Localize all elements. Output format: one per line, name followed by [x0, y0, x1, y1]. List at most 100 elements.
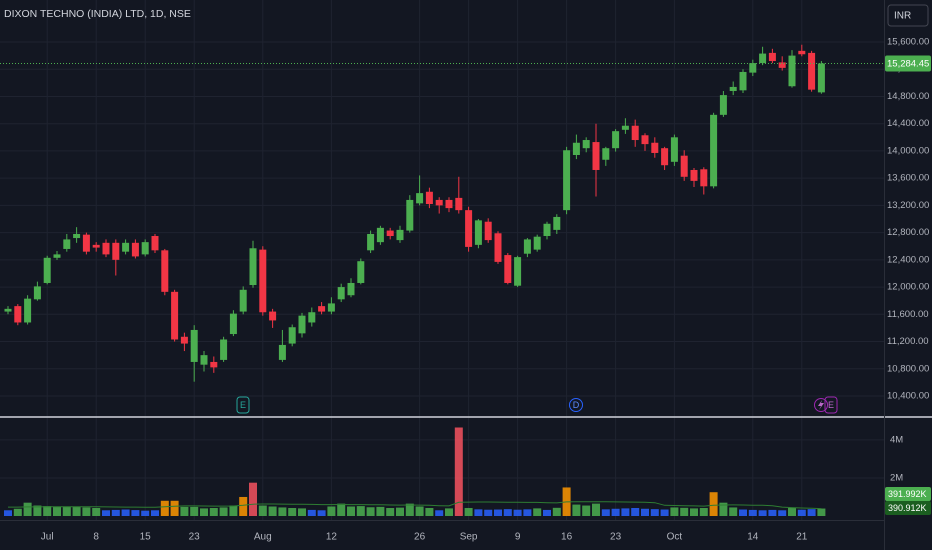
candle-body — [386, 230, 394, 237]
volume-bar — [758, 510, 767, 516]
candle-body — [367, 233, 375, 251]
last-value-box — [885, 487, 931, 501]
volume-bar — [327, 506, 336, 516]
y-tick-label: 13,200.00 — [887, 200, 929, 211]
candle-body — [768, 52, 776, 62]
y-tick-label: 14,800.00 — [887, 91, 929, 102]
candle-body — [53, 254, 61, 258]
candle-body — [73, 233, 81, 239]
volume-bar — [611, 508, 620, 516]
event-label[interactable]: E — [828, 400, 834, 410]
y-tick-label: 14,000.00 — [887, 145, 929, 156]
candle-body — [759, 53, 767, 64]
x-tick-label: Jul — [41, 532, 54, 543]
volume-bar — [72, 506, 81, 516]
candle-body — [151, 236, 159, 251]
candle-body — [514, 257, 522, 286]
candle-body — [425, 191, 433, 205]
candle-body — [200, 355, 208, 365]
volume-bar — [209, 508, 218, 516]
volume-bar — [494, 509, 502, 516]
candle-body — [63, 239, 71, 249]
candle-body — [808, 52, 816, 90]
chart-title: DIXON TECHNO (INDIA) LTD, 1D, NSE — [4, 8, 191, 20]
volume-bar — [92, 508, 101, 516]
volume-bar — [503, 509, 512, 516]
event-badge[interactable] — [236, 396, 250, 414]
candle-body — [749, 63, 757, 73]
volume-bar — [200, 508, 208, 516]
volume-bar — [641, 508, 649, 516]
candle-body — [455, 197, 463, 211]
x-tick-label: 8 — [93, 532, 99, 543]
volume-bar — [82, 507, 91, 516]
volume-bar — [680, 507, 689, 516]
candle-body — [729, 86, 737, 92]
x-tick-label: 23 — [189, 532, 201, 543]
x-tick-label: 9 — [515, 532, 521, 543]
candle-body — [690, 169, 698, 181]
volume-bar — [53, 506, 61, 516]
volume-bar — [739, 509, 747, 516]
event-label[interactable]: D — [573, 400, 580, 410]
volume-bar — [239, 496, 248, 516]
x-tick-label: Aug — [254, 532, 272, 543]
candle-body — [602, 148, 610, 160]
event-badge[interactable] — [814, 398, 828, 412]
candle-body — [4, 308, 12, 312]
volume-bar — [601, 509, 610, 516]
candle-body — [190, 329, 198, 362]
x-tick-label: Oct — [667, 532, 683, 543]
candle-body — [670, 137, 678, 162]
candle-body — [523, 239, 531, 254]
candle-body — [298, 315, 306, 334]
volume-bar — [102, 510, 110, 516]
candle-body — [239, 289, 247, 312]
volume-bar — [356, 506, 365, 516]
candle-body — [376, 227, 384, 243]
y-tick-label: 15,600.00 — [887, 37, 929, 48]
last-price-box — [885, 55, 931, 72]
candle-body — [318, 306, 326, 312]
currency-label[interactable]: INR — [894, 11, 911, 22]
last-value-box — [885, 501, 931, 515]
y-tick-label: 11,200.00 — [887, 336, 929, 347]
candle-body — [24, 298, 32, 323]
currency-button[interactable] — [887, 4, 929, 27]
y-tick-label: 11,600.00 — [887, 309, 929, 320]
candle-body — [484, 221, 492, 241]
last-price-label: 15,284.45 — [887, 58, 929, 69]
volume-bar — [278, 507, 287, 516]
volume-bar — [33, 505, 42, 516]
candle-body — [710, 114, 718, 187]
y-tick-label: 2M — [890, 472, 903, 483]
y-tick-label: 13,600.00 — [887, 173, 929, 184]
volume-bar — [307, 509, 316, 516]
candle-body — [700, 169, 708, 187]
y-tick-label: 14,400.00 — [887, 118, 929, 129]
event-badge[interactable] — [824, 396, 838, 414]
candle-body — [435, 199, 443, 206]
volume-bar — [748, 509, 757, 516]
volume-bar — [797, 509, 806, 516]
event-badge[interactable] — [569, 398, 583, 412]
volume-bar — [660, 509, 669, 516]
event-label[interactable]: E — [240, 400, 246, 410]
volume-bar — [405, 503, 414, 516]
volume-bar — [298, 508, 306, 516]
volume-bar — [435, 510, 444, 516]
volume-bar — [121, 509, 130, 516]
volume-bar — [386, 508, 395, 516]
volume-bar — [709, 492, 718, 516]
volume-bar — [366, 507, 375, 516]
x-tick-label: 14 — [747, 532, 759, 543]
volume-bar — [249, 482, 257, 516]
x-tick-label: 16 — [561, 532, 573, 543]
y-tick-label: 10,400.00 — [887, 391, 929, 402]
volume-bar — [445, 508, 453, 516]
candle-body — [122, 242, 130, 252]
split-icon — [818, 400, 824, 410]
x-tick-label: 23 — [610, 532, 622, 543]
candle-body — [494, 233, 502, 262]
